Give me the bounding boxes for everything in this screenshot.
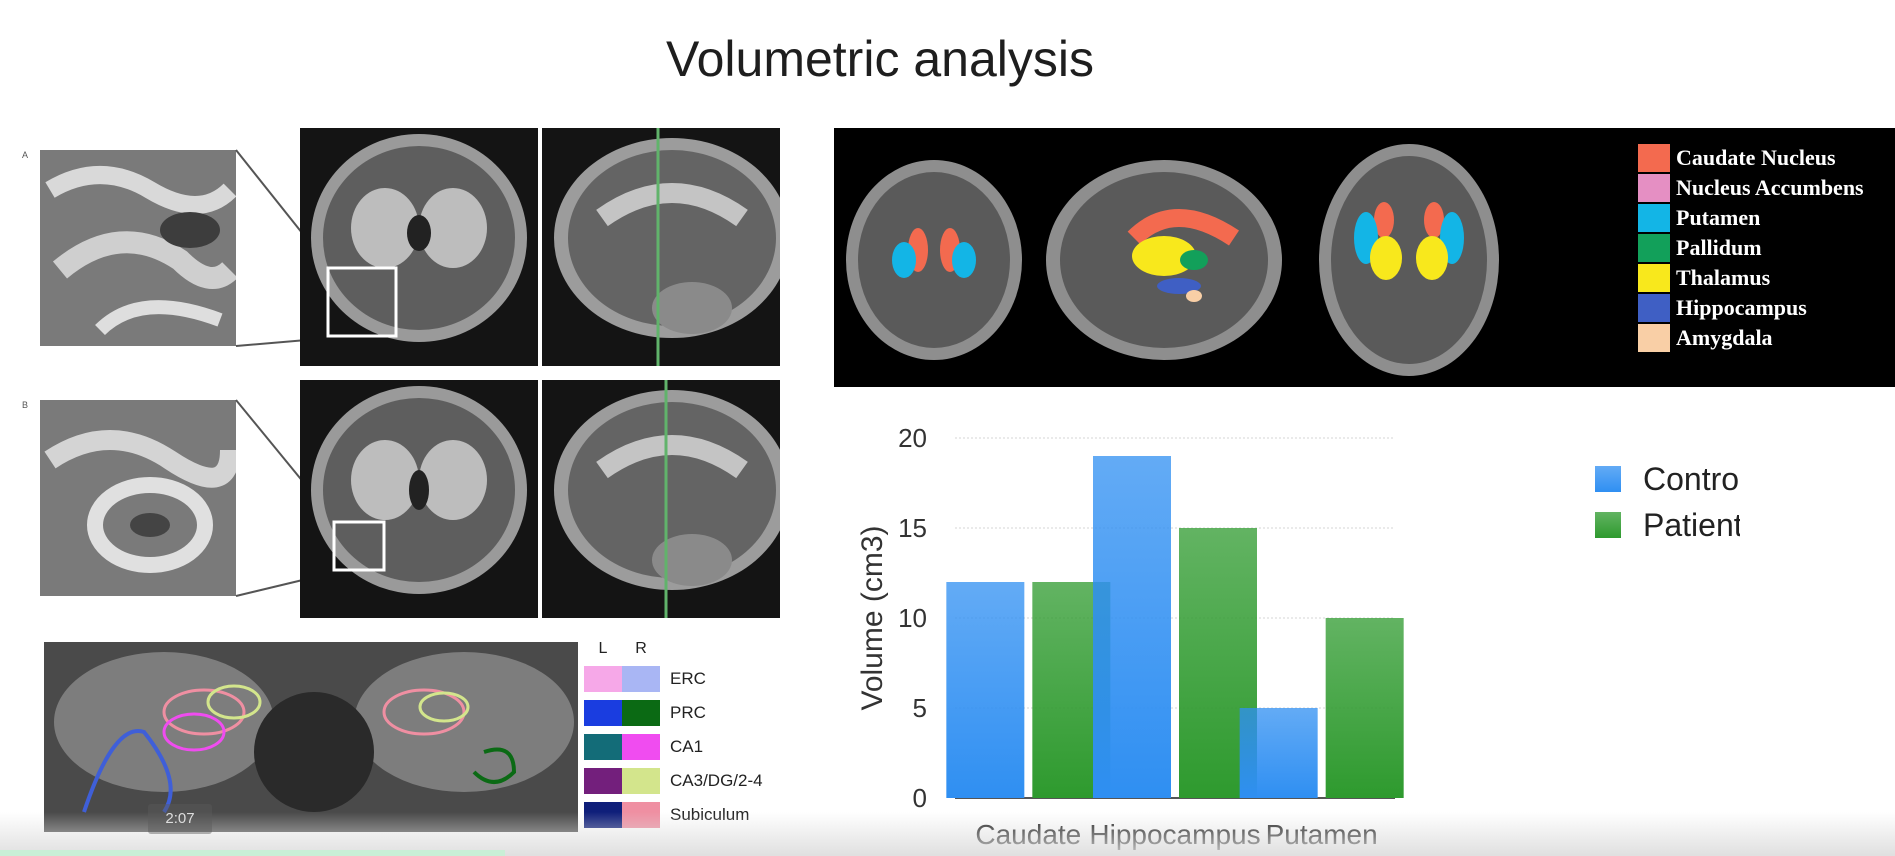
chart-bar-patient-putamen — [1325, 618, 1404, 798]
chart-y-tick-label: 10 — [898, 603, 927, 633]
hippocampal-legend-item: PRC — [584, 696, 763, 730]
segmentation-legend-label: Hippocampus — [1676, 295, 1807, 320]
mri-coronal-b — [300, 380, 538, 618]
segmentation-legend-item: Amygdala — [1638, 323, 1864, 353]
chart-legend-swatch — [1595, 512, 1621, 538]
zoom-image-a — [40, 150, 236, 346]
segmentation-legend-swatch — [1638, 204, 1670, 232]
segmentation-legend-item: Nucleus Accumbens — [1638, 173, 1864, 203]
segmentation-legend-label: Pallidum — [1676, 235, 1762, 260]
chart-bar-control-caudate — [946, 582, 1025, 798]
hippocampal-legend-item: ERC — [584, 662, 763, 696]
segmentation-legend-item: Caudate Nucleus — [1638, 143, 1864, 173]
hippocampal-subfield-image — [44, 642, 578, 832]
legend-swatch-right — [622, 734, 660, 760]
hippocampal-legend-label: CA1 — [670, 737, 704, 756]
hippocampal-subfield-graphic — [44, 642, 578, 832]
chart-bar-control-putamen — [1239, 708, 1318, 798]
hippocampal-legend-header: L R — [584, 640, 763, 662]
segmentation-legend-item: Hippocampus — [1638, 293, 1864, 323]
segmentation-legend-swatch — [1638, 144, 1670, 172]
zoom-image-b-graphic — [40, 400, 236, 596]
chart-y-axis-label: Volume (cm3) — [856, 525, 889, 710]
segmentation-legend-label: Caudate Nucleus — [1676, 145, 1836, 170]
legend-swatch-right — [622, 700, 660, 726]
chart-legend: Control Patient — [1595, 461, 1740, 543]
legend-col-left: L — [598, 640, 608, 657]
video-timestamp: 2:07 — [148, 804, 212, 834]
segmentation-legend-swatch — [1638, 234, 1670, 262]
segmentation-legend-swatch — [1638, 294, 1670, 322]
hippocampal-legend-label: PRC — [670, 703, 706, 722]
segmentation-legend-label: Thalamus — [1676, 265, 1771, 290]
legend-swatch-right — [622, 768, 660, 794]
segmentation-legend-item: Pallidum — [1638, 233, 1864, 263]
subcortical-segmentation-graphic — [846, 144, 1499, 376]
chart-legend-label: Patient — [1643, 507, 1740, 543]
panel-letter-a: A — [22, 150, 29, 160]
legend-swatch-left — [584, 734, 622, 760]
chart-y-tick-label: 0 — [913, 783, 927, 813]
mri-coronal-a-graphic — [300, 128, 538, 366]
legend-col-right: R — [635, 640, 647, 657]
chart-y-tick-label: 5 — [913, 693, 927, 723]
zoom-image-a-graphic — [40, 150, 236, 346]
mri-coronal-a — [300, 128, 538, 366]
legend-swatch-left — [584, 700, 622, 726]
segmentation-legend-swatch — [1638, 324, 1670, 352]
segmentation-legend-label: Nucleus Accumbens — [1676, 175, 1864, 200]
mri-sagittal-b — [542, 380, 780, 618]
segmentation-legend-item: Putamen — [1638, 203, 1864, 233]
video-progress-bar[interactable] — [0, 850, 505, 856]
segmentation-legend: Caudate Nucleus Nucleus Accumbens Putamen P… — [1638, 143, 1864, 353]
hippocampal-legend-item: CA1 — [584, 730, 763, 764]
hippocampal-legend-label: ERC — [670, 669, 706, 688]
segmentation-legend-label: Putamen — [1676, 205, 1761, 230]
mri-sagittal-a-graphic — [542, 128, 780, 366]
segmentation-legend-label: Amygdala — [1676, 325, 1773, 350]
hippocampal-legend-item: CA3/DG/2-4 — [584, 764, 763, 798]
chart-y-tick-label: 20 — [898, 423, 927, 453]
chart-bar-control-hippocampus — [1093, 456, 1171, 798]
legend-swatch-right — [622, 666, 660, 692]
subcortical-segmentation-panel: Caudate Nucleus Nucleus Accumbens Putamen P… — [834, 128, 1895, 387]
mri-coronal-b-graphic — [300, 380, 538, 618]
panel-letter-b: B — [22, 400, 29, 410]
segmentation-legend-item: Thalamus — [1638, 263, 1864, 293]
mri-sagittal-a — [542, 128, 780, 366]
chart-legend-swatch — [1595, 466, 1621, 492]
mri-sagittal-b-graphic — [542, 380, 780, 618]
legend-swatch-left — [584, 768, 622, 794]
hippocampal-legend-label: CA3/DG/2-4 — [670, 771, 763, 790]
slide-title: Volumetric analysis — [666, 31, 1094, 87]
segmentation-legend-swatch — [1638, 264, 1670, 292]
segmentation-legend-swatch — [1638, 174, 1670, 202]
chart-y-tick-label: 15 — [898, 513, 927, 543]
zoom-image-b — [40, 400, 236, 596]
video-controls-bar — [0, 812, 1895, 856]
chart-legend-label: Control — [1643, 461, 1740, 497]
legend-swatch-left — [584, 666, 622, 692]
